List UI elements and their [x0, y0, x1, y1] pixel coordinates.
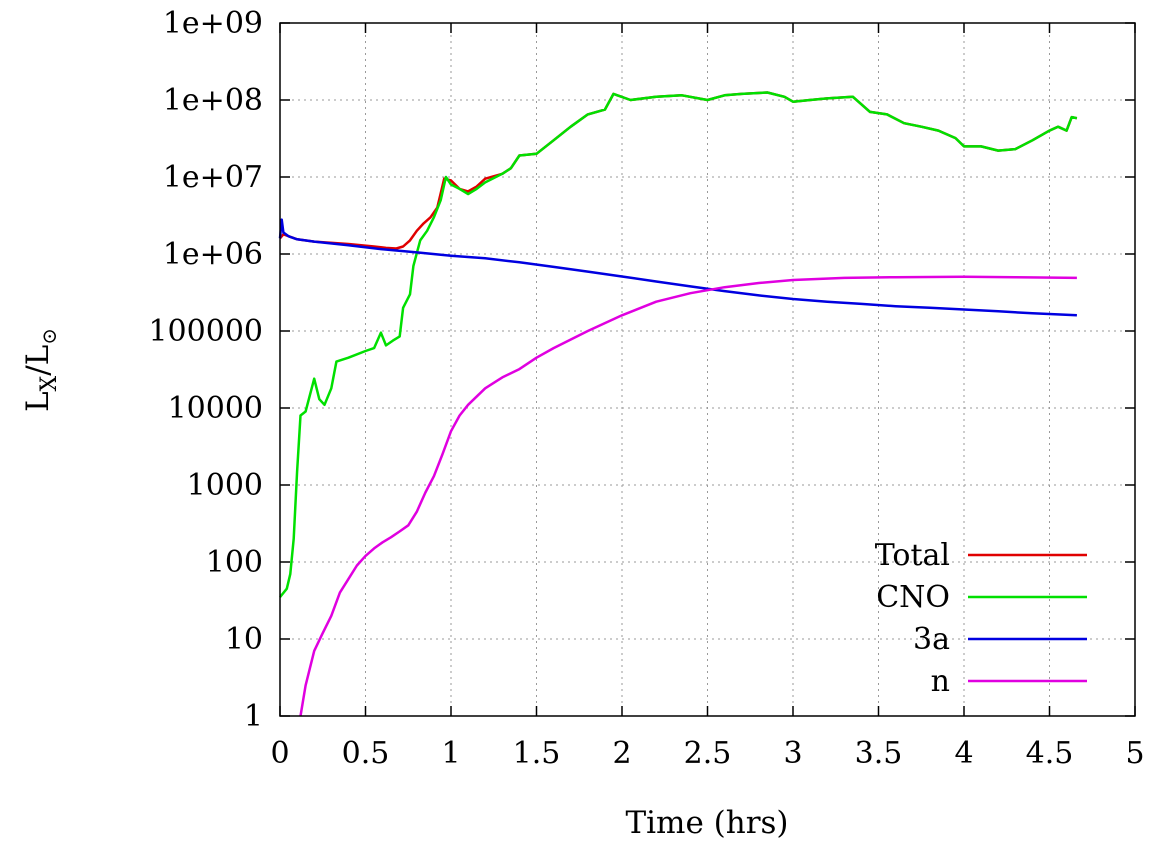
- x-tick-label: 2.5: [684, 736, 732, 771]
- x-tick-label: 2: [612, 736, 631, 771]
- y-tick-label: 1e+08: [163, 83, 263, 118]
- legend-label: Total: [875, 538, 950, 573]
- series-line-3a: [278, 218, 1077, 317]
- legend-label: CNO: [876, 580, 950, 615]
- y-tick-label: 1: [244, 699, 263, 734]
- legend-label: n: [931, 664, 950, 699]
- y-axis-label-sub: X: [37, 375, 62, 391]
- y-axis: 1 10 100 1000 10000 100000 1e+06 1e+07 1e+08 1e+0…: [148, 6, 1135, 734]
- y-axis-label-sun: ⊙: [37, 328, 61, 345]
- legend: Total CNO 3a n: [875, 538, 1087, 699]
- legend-label: 3a: [913, 622, 950, 657]
- grid: [280, 23, 1135, 716]
- plot-area: [278, 91, 1078, 717]
- y-tick-label: 100: [206, 545, 263, 580]
- svg-text:LX/L⊙: LX/L⊙: [20, 328, 62, 412]
- x-axis-label: Time (hrs): [625, 805, 788, 841]
- y-tick-label: 1e+09: [163, 6, 263, 41]
- x-tick-label: 3.5: [855, 736, 903, 771]
- y-axis-label-mid: /L: [20, 345, 56, 376]
- y-tick-label: 1000: [187, 468, 263, 503]
- x-tick-label: 0: [270, 736, 289, 771]
- x-tick-label: 3: [783, 736, 802, 771]
- x-tick-label: 1.5: [513, 736, 561, 771]
- series-line-cno: [279, 91, 1078, 598]
- y-tick-label: 100000: [148, 314, 263, 349]
- y-axis-label-main: L: [20, 391, 56, 412]
- x-tick-label: 1: [441, 736, 460, 771]
- y-axis-label: LX/L⊙: [20, 328, 62, 412]
- y-tick-label: 10000: [168, 391, 263, 426]
- x-tick-label: 4.5: [1026, 736, 1074, 771]
- x-axis: 0 0.5 1 1.5 2 2.5 3 3.5 4 4.5 5: [270, 23, 1145, 771]
- y-tick-label: 1e+07: [163, 160, 263, 195]
- series-line-total: [279, 91, 1078, 250]
- x-tick-label: 0.5: [342, 736, 390, 771]
- y-tick-label: 1e+06: [163, 237, 263, 272]
- series-line-n: [299, 275, 1077, 717]
- x-tick-label: 5: [1125, 736, 1144, 771]
- x-tick-label: 4: [954, 736, 973, 771]
- y-tick-label: 10: [225, 622, 263, 657]
